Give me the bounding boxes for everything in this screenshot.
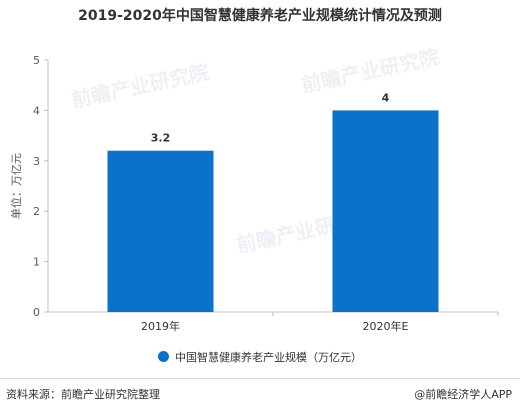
legend: 中国智慧健康养老产业规模（万亿元） [0, 350, 520, 366]
y-tick-label: 3 [33, 155, 40, 168]
source-text: 资料来源：前瞻产业研究院整理 [6, 388, 160, 401]
data-label: 3.2 [151, 132, 171, 145]
credit-text: @前瞻经济学人APP [414, 388, 512, 401]
y-tick-label: 5 [33, 54, 40, 67]
y-tick-label: 0 [33, 306, 40, 319]
y-axis-label: 单位：万亿元 [9, 153, 23, 219]
chart-title: 2019-2020年中国智慧健康养老产业规模统计情况及预测 [78, 8, 442, 24]
x-tick-label: 2020年E [363, 319, 409, 333]
y-tick-label: 4 [33, 104, 40, 117]
x-tick-label: 2019年 [141, 319, 180, 333]
y-tick-label: 2 [33, 205, 40, 218]
legend-marker [158, 351, 169, 362]
data-label: 4 [382, 91, 390, 104]
bar-chart: 0 1 2 3 4 5 单位：万亿元 3.2 2019年 4 2020年E [9, 54, 499, 333]
legend-label: 中国智慧健康养老产业规模（万亿元） [175, 351, 362, 364]
bar [332, 110, 439, 313]
footer: 资料来源：前瞻产业研究院整理 @前瞻经济学人APP [0, 378, 520, 409]
y-tick-label: 1 [33, 256, 40, 269]
bar [107, 150, 214, 312]
